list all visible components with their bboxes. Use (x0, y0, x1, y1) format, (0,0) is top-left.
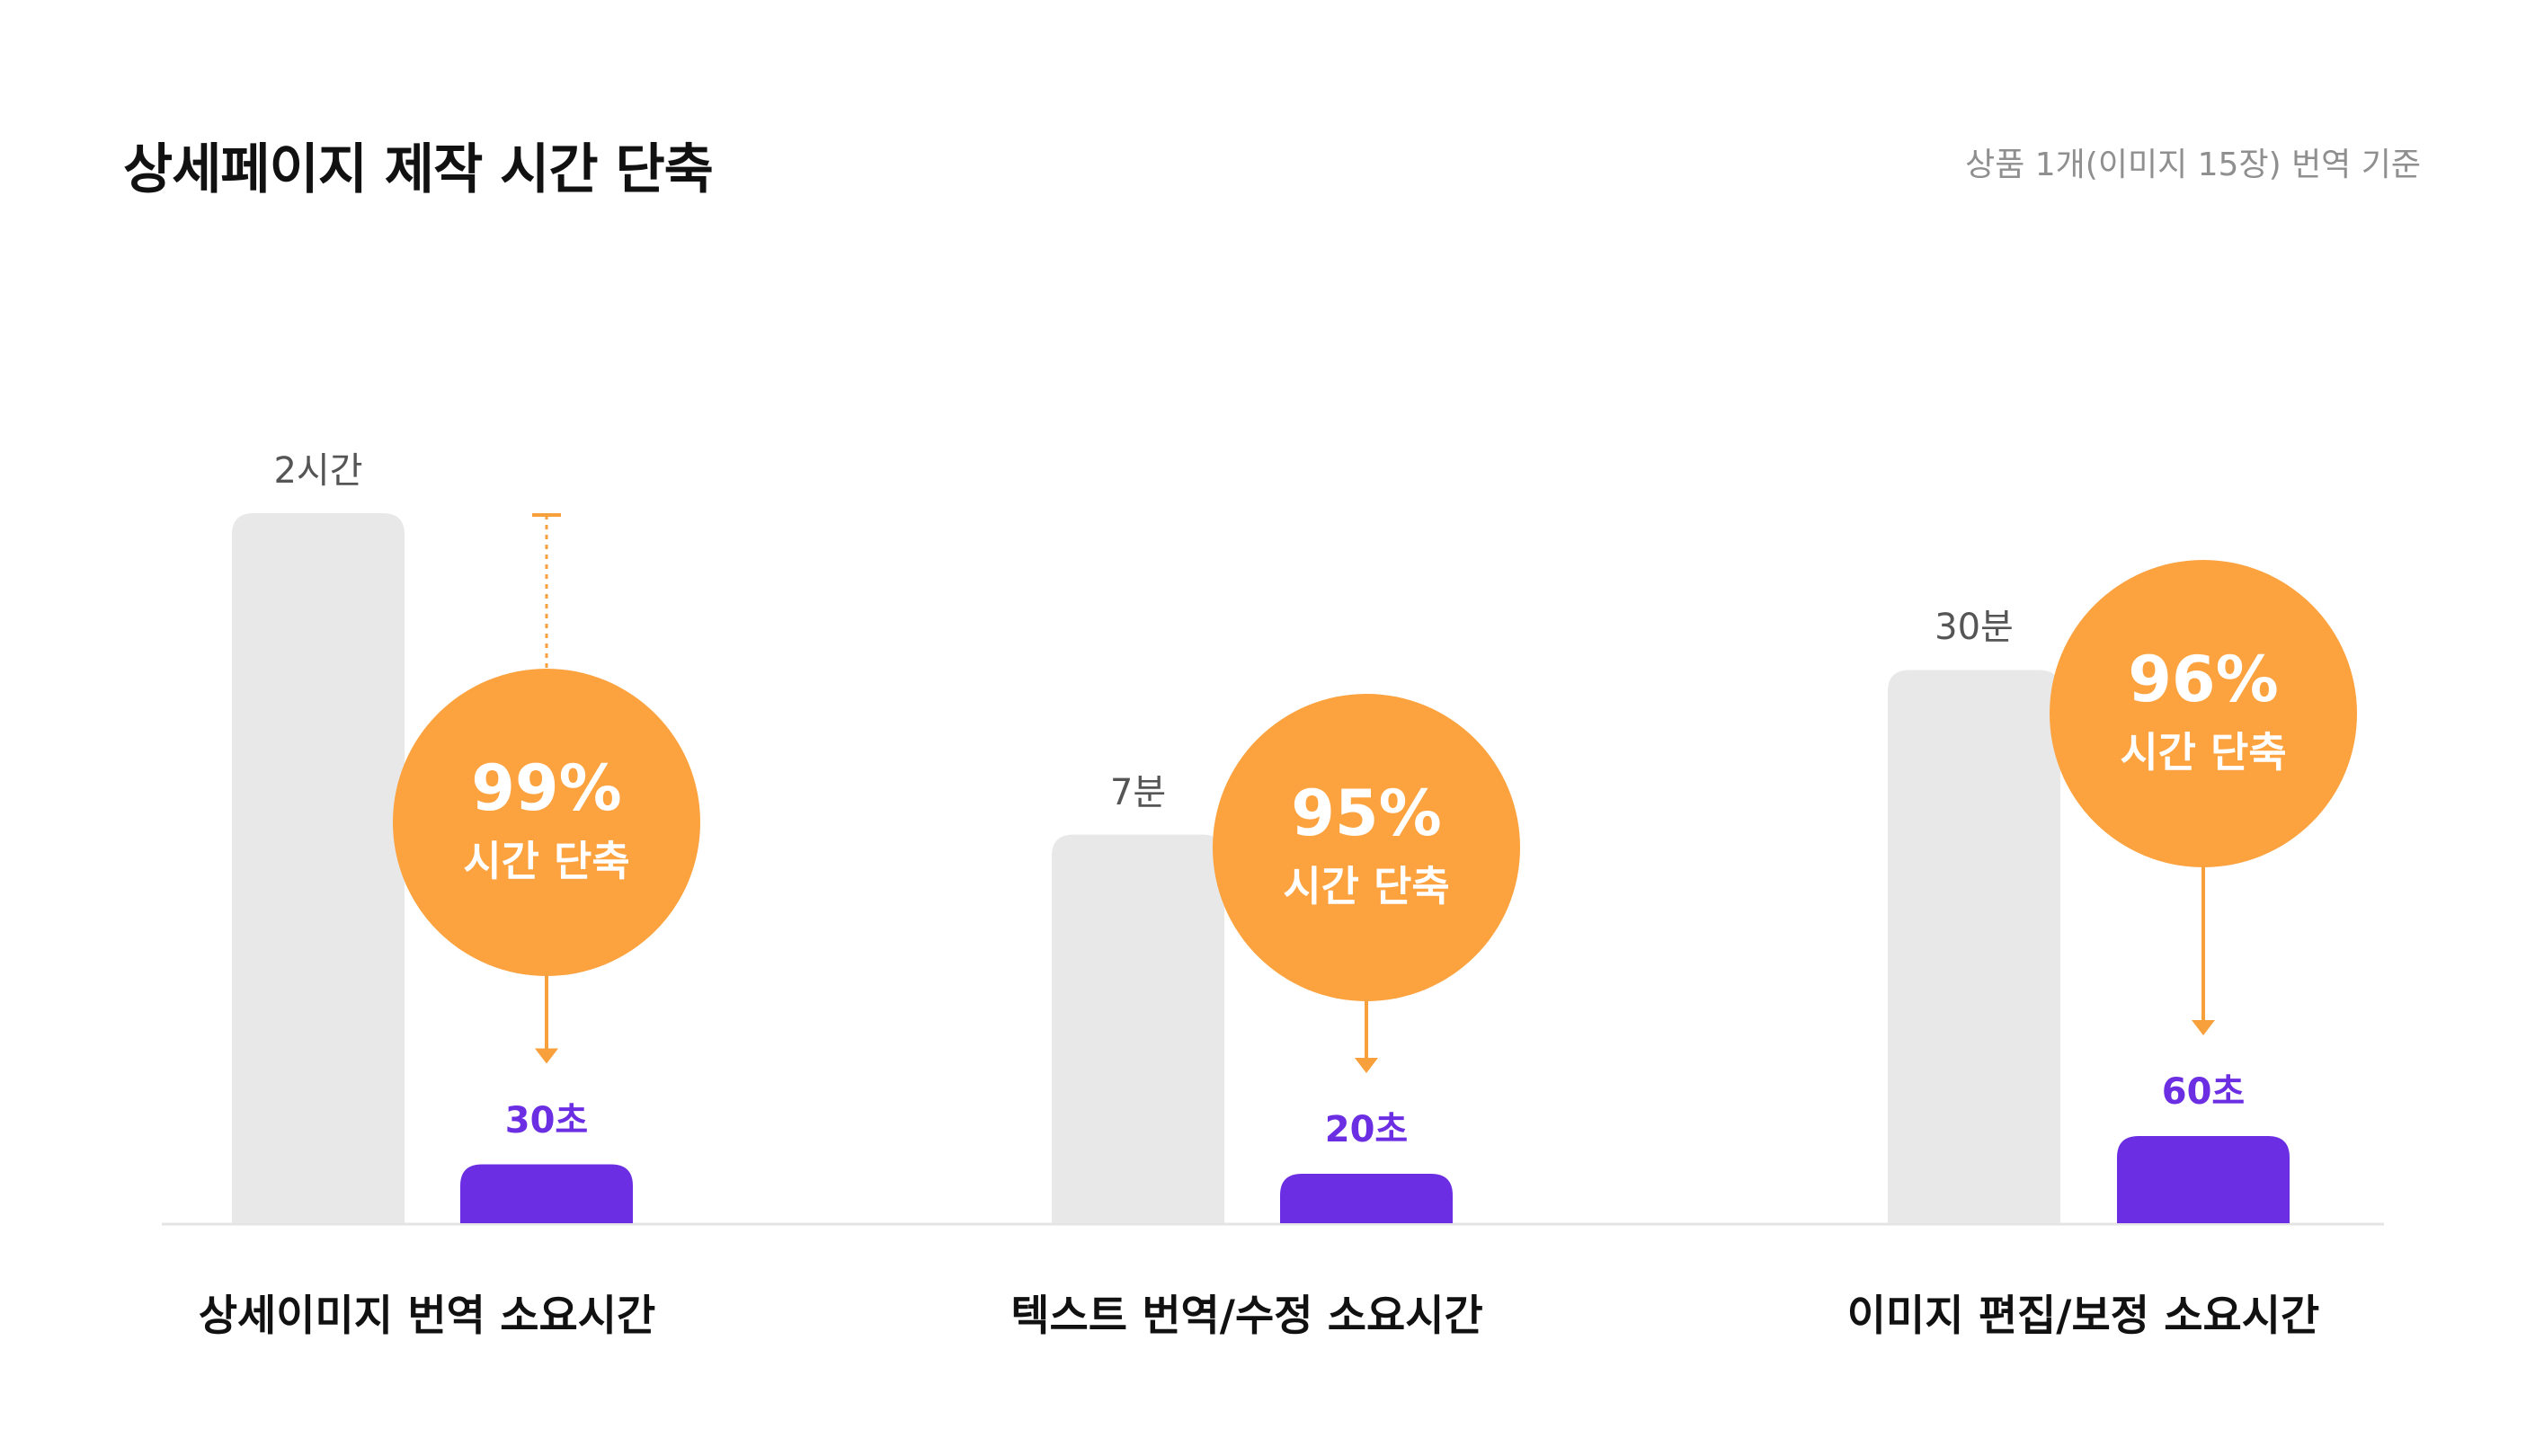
chart-subtitle: 상품 1개(이미지 15장) 번역 기준 (1965, 146, 2421, 183)
bar-after-1 (460, 1164, 633, 1223)
bar-after-3 (2117, 1136, 2290, 1223)
value-label-after-1: 30초 (504, 1099, 589, 1141)
reduction-badge-3 (2050, 560, 2357, 867)
reduction-arrowhead-3 (2192, 1020, 2215, 1035)
reduction-arrowhead-1 (535, 1048, 558, 1064)
bar-after-2 (1280, 1174, 1453, 1223)
reduction-caption-3: 시간 단축 (2120, 728, 2287, 777)
reduction-percent-1: 99% (471, 751, 622, 825)
bar-before-2 (1052, 834, 1224, 1223)
reduction-caption-1: 시간 단축 (463, 837, 630, 885)
reduction-caption-2: 시간 단축 (1283, 862, 1450, 910)
reduction-percent-3: 96% (2128, 643, 2279, 716)
value-label-before-2: 7분 (1109, 771, 1167, 813)
bar-before-3 (1888, 670, 2060, 1223)
category-label-3: 이미지 편집/보정 소요시간 (1846, 1292, 2320, 1341)
value-label-after-3: 60초 (2161, 1071, 2246, 1113)
reduction-arrowhead-2 (1355, 1058, 1378, 1073)
value-label-after-2: 20초 (1324, 1109, 1409, 1150)
value-label-before-1: 2시간 (273, 450, 363, 492)
chart-title: 상세페이지 제작 시간 단축 (123, 138, 714, 201)
reduction-percent-2: 95% (1291, 777, 1442, 850)
bar-before-1 (232, 513, 405, 1223)
value-label-before-3: 30분 (1935, 607, 2014, 649)
reduction-badge-2 (1213, 694, 1520, 1001)
reduction-badge-1 (393, 669, 700, 976)
category-label-1: 상세이미지 번역 소요시간 (198, 1292, 656, 1341)
category-label-2: 텍스트 번역/수정 소요시간 (1010, 1292, 1483, 1341)
